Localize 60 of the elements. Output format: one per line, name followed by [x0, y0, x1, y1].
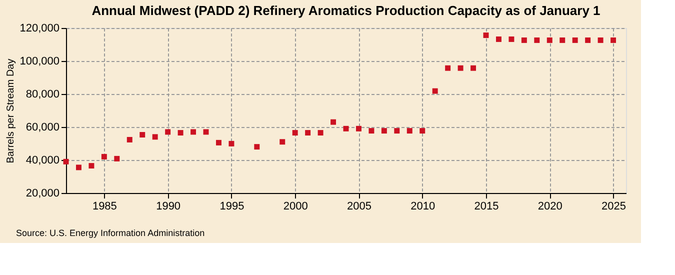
point — [368, 128, 374, 134]
point — [598, 37, 604, 43]
point — [318, 130, 324, 136]
point — [458, 65, 464, 71]
point — [140, 132, 146, 138]
y-tick-label: 120,000 — [20, 22, 60, 34]
x-tick-label: 1995 — [220, 200, 244, 212]
point — [508, 36, 514, 42]
point — [152, 134, 158, 140]
point — [101, 154, 107, 160]
point — [496, 36, 502, 42]
x-tick-label: 1990 — [156, 200, 181, 212]
point — [330, 119, 336, 125]
point — [126, 136, 132, 142]
x-tick-label: 2000 — [283, 200, 308, 212]
x-tick-label: 2010 — [410, 200, 436, 212]
point — [521, 37, 527, 43]
chart-title: Annual Midwest (PADD 2) Refinery Aromatics Production Capacity as of January 1 — [92, 3, 600, 18]
y-tick-label: 100,000 — [20, 56, 60, 68]
point — [394, 128, 400, 134]
x-tick-label: 2020 — [538, 200, 562, 212]
point — [585, 37, 591, 43]
y-tick-label: 80,000 — [26, 88, 60, 100]
point — [114, 156, 120, 162]
point — [610, 37, 616, 43]
point — [178, 130, 184, 136]
x-tick-label: 1985 — [92, 200, 117, 212]
point — [534, 37, 540, 43]
point — [445, 65, 451, 71]
point — [254, 144, 260, 150]
point — [572, 37, 578, 43]
y-tick-label: 40,000 — [26, 154, 60, 166]
point — [560, 37, 566, 43]
point — [470, 65, 476, 71]
point — [88, 163, 94, 169]
point — [420, 128, 426, 134]
x-tick-label: 2025 — [602, 200, 626, 212]
point — [165, 129, 171, 135]
point — [280, 139, 286, 145]
point — [292, 130, 298, 136]
point — [406, 128, 412, 134]
point — [381, 128, 387, 134]
point — [343, 126, 349, 132]
point — [63, 158, 69, 164]
point — [305, 130, 311, 136]
point — [228, 140, 234, 146]
point — [76, 164, 82, 170]
x-tick-label: 2015 — [474, 200, 499, 212]
source-note: Source: U.S. Energy Information Administration — [16, 228, 205, 238]
point — [203, 129, 209, 135]
x-tick-label: 2005 — [346, 200, 372, 212]
y-tick-label: 20,000 — [26, 188, 60, 200]
y-axis-title: Barrels per Stream Day — [6, 58, 17, 164]
point — [190, 129, 196, 135]
point — [216, 140, 222, 146]
point — [356, 126, 362, 132]
y-tick-label: 60,000 — [26, 122, 60, 134]
point — [483, 32, 489, 38]
point — [546, 37, 552, 43]
point — [432, 88, 438, 94]
